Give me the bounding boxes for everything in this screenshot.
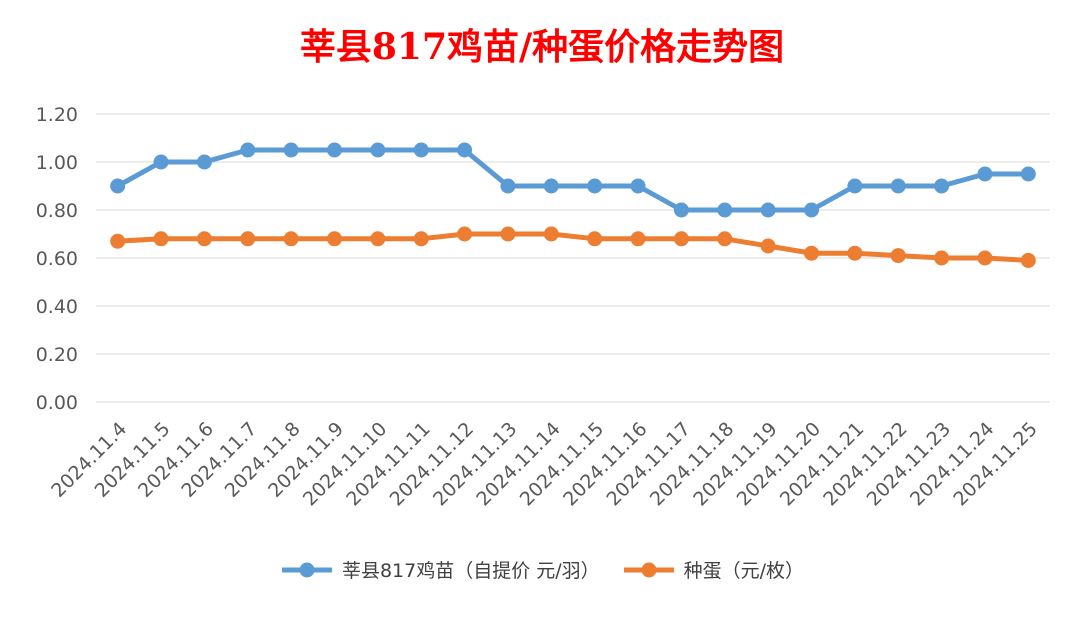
data-point bbox=[890, 248, 906, 264]
data-point bbox=[110, 178, 126, 194]
data-point bbox=[760, 238, 776, 254]
data-point bbox=[240, 231, 256, 247]
data-point bbox=[977, 250, 993, 266]
data-point bbox=[327, 231, 342, 247]
data-point bbox=[283, 142, 299, 158]
data-point bbox=[630, 231, 646, 247]
data-point bbox=[196, 231, 212, 247]
data-point bbox=[153, 231, 169, 247]
data-point bbox=[153, 154, 169, 170]
legend-label-eggs: 种蛋（元/枚） bbox=[683, 560, 805, 582]
data-point bbox=[240, 142, 256, 158]
data-point bbox=[673, 202, 689, 218]
data-point bbox=[327, 142, 342, 158]
legend-marker-eggs bbox=[623, 562, 674, 577]
data-point bbox=[587, 178, 603, 194]
y-tick-label: 0.40 bbox=[36, 296, 78, 318]
data-point bbox=[847, 245, 863, 261]
data-point bbox=[370, 142, 386, 158]
legend-item-chicks: 莘县817鸡苗（自提价 元/羽） bbox=[280, 556, 600, 583]
data-point bbox=[934, 178, 950, 194]
data-point bbox=[457, 142, 473, 158]
data-point bbox=[847, 178, 863, 194]
y-tick-label: 1.20 bbox=[36, 104, 78, 126]
data-point bbox=[370, 231, 386, 247]
y-tick-label: 0.00 bbox=[36, 392, 78, 414]
data-point bbox=[890, 178, 906, 194]
y-tick-label: 0.80 bbox=[36, 200, 78, 222]
data-point bbox=[500, 178, 516, 194]
data-point bbox=[457, 226, 473, 242]
data-point bbox=[717, 231, 733, 247]
y-tick-label: 0.60 bbox=[36, 248, 78, 270]
data-point bbox=[804, 245, 819, 261]
data-point bbox=[196, 154, 212, 170]
data-point bbox=[630, 178, 646, 194]
data-point bbox=[543, 178, 559, 194]
data-point bbox=[804, 202, 819, 218]
data-point bbox=[673, 231, 689, 247]
data-point bbox=[110, 233, 126, 249]
data-point bbox=[543, 226, 559, 242]
data-point bbox=[977, 166, 993, 182]
legend-item-eggs: 种蛋（元/枚） bbox=[622, 556, 804, 583]
y-tick-label: 1.00 bbox=[36, 152, 78, 174]
data-point bbox=[500, 226, 516, 242]
data-point bbox=[760, 202, 776, 218]
data-point bbox=[1020, 166, 1036, 182]
series-line-0 bbox=[115, 147, 1031, 213]
data-point bbox=[717, 202, 733, 218]
data-point bbox=[934, 250, 950, 266]
data-point bbox=[413, 142, 429, 158]
data-point bbox=[1020, 252, 1036, 268]
legend-label-chicks: 莘县817鸡苗（自提价 元/羽） bbox=[341, 560, 600, 582]
chart-title: 莘县817鸡苗/种蛋价格走势图 bbox=[299, 26, 785, 68]
data-point bbox=[587, 231, 603, 247]
data-point bbox=[283, 231, 299, 247]
y-tick-label: 0.20 bbox=[36, 344, 78, 366]
data-point bbox=[413, 231, 429, 247]
legend: 莘县817鸡苗（自提价 元/羽） 种蛋（元/枚） bbox=[0, 556, 1084, 583]
legend-marker-chicks bbox=[281, 562, 332, 577]
series-line-1 bbox=[115, 231, 1031, 263]
